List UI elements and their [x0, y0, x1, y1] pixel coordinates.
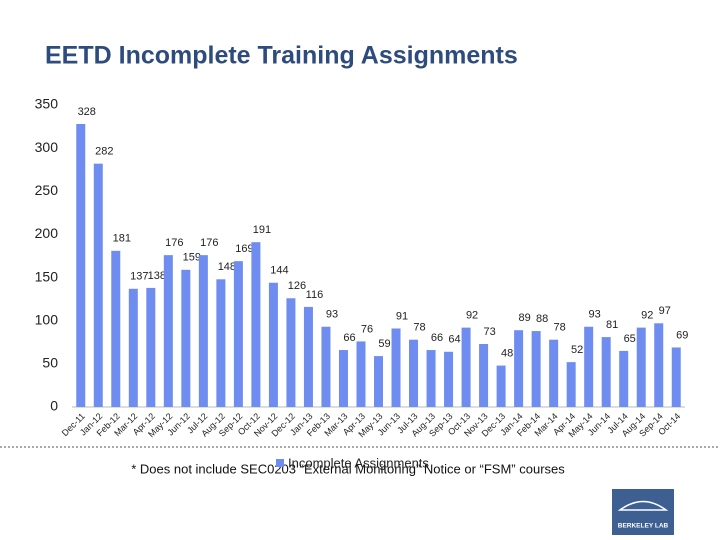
bar [496, 365, 506, 407]
y-tick-label: 50 [42, 355, 58, 371]
y-tick-label: 350 [35, 96, 59, 112]
bar [356, 341, 366, 407]
logo-text: BERKELEY LAB [618, 523, 669, 530]
bar [409, 339, 419, 407]
value-label: 191 [253, 224, 271, 236]
value-label: 81 [606, 319, 618, 331]
value-label: 59 [378, 338, 390, 350]
value-label: 76 [361, 323, 373, 335]
bar [514, 330, 524, 407]
bar [584, 326, 594, 407]
value-label: 64 [448, 334, 460, 346]
value-label: 176 [165, 237, 183, 249]
value-label: 328 [78, 106, 96, 118]
value-label: 88 [536, 313, 548, 325]
value-label: 169 [235, 243, 253, 255]
bar [268, 282, 278, 407]
value-label: 89 [518, 312, 530, 324]
legend-swatch [276, 459, 284, 467]
bar [619, 350, 629, 407]
logo-icon [617, 500, 669, 511]
bar [233, 261, 243, 407]
value-label: 92 [466, 310, 478, 322]
bar [251, 242, 261, 407]
chart-title: EETD Incomplete Training Assignments [45, 42, 518, 70]
y-tick-label: 250 [35, 182, 59, 198]
value-label: 137 [130, 271, 148, 283]
value-label: 93 [589, 309, 601, 321]
bar [531, 331, 541, 407]
value-label: 159 [183, 252, 201, 264]
bar [374, 356, 383, 407]
value-label: 97 [659, 305, 671, 317]
bar [181, 269, 191, 407]
bar [444, 351, 454, 407]
value-label: 66 [431, 332, 443, 344]
value-label: 181 [113, 233, 131, 245]
bar [601, 337, 611, 407]
y-tick-label: 150 [35, 268, 59, 284]
bar [216, 279, 226, 407]
bar [93, 163, 103, 407]
bar [146, 287, 156, 407]
value-label: 144 [270, 265, 288, 277]
value-label: 91 [396, 310, 408, 322]
legend-label: Incomplete Assignments [288, 455, 429, 470]
bar [549, 339, 559, 407]
value-label: 48 [501, 347, 513, 359]
bar [286, 298, 296, 407]
footnote: * Does not include SEC0203 “External Mon… [131, 461, 565, 476]
bar [111, 250, 121, 407]
value-label: 126 [288, 280, 306, 292]
logo-box [612, 489, 674, 535]
bar [461, 327, 471, 407]
value-label: 138 [148, 270, 166, 282]
value-label: 78 [554, 322, 566, 334]
value-label: 66 [343, 332, 355, 344]
bar [654, 323, 664, 407]
bar [163, 255, 173, 407]
y-tick-label: 200 [35, 225, 59, 241]
bar [198, 255, 208, 407]
value-label: 69 [676, 329, 688, 341]
bar [566, 362, 576, 407]
value-label: 116 [306, 289, 324, 301]
value-label: 282 [95, 146, 113, 158]
value-label: 176 [200, 237, 218, 249]
logo: BERKELEY LAB [612, 489, 674, 535]
bar [479, 344, 489, 407]
value-label: 73 [483, 326, 495, 338]
value-label: 93 [326, 309, 338, 321]
y-tick-label: 100 [35, 311, 59, 327]
bar [321, 326, 331, 407]
bar [128, 288, 138, 407]
y-tick-label: 0 [50, 398, 58, 414]
bar [636, 327, 646, 407]
bar [76, 123, 86, 408]
value-label: 65 [624, 333, 636, 345]
value-label: 92 [641, 310, 653, 322]
value-label: 148 [218, 261, 236, 273]
bar [391, 328, 401, 407]
y-tick-label: 300 [35, 139, 59, 155]
bar [303, 306, 313, 407]
value-label: 52 [571, 344, 583, 356]
value-label: 78 [413, 322, 425, 334]
bar [338, 350, 348, 407]
bar [426, 350, 436, 407]
bar [671, 347, 681, 407]
